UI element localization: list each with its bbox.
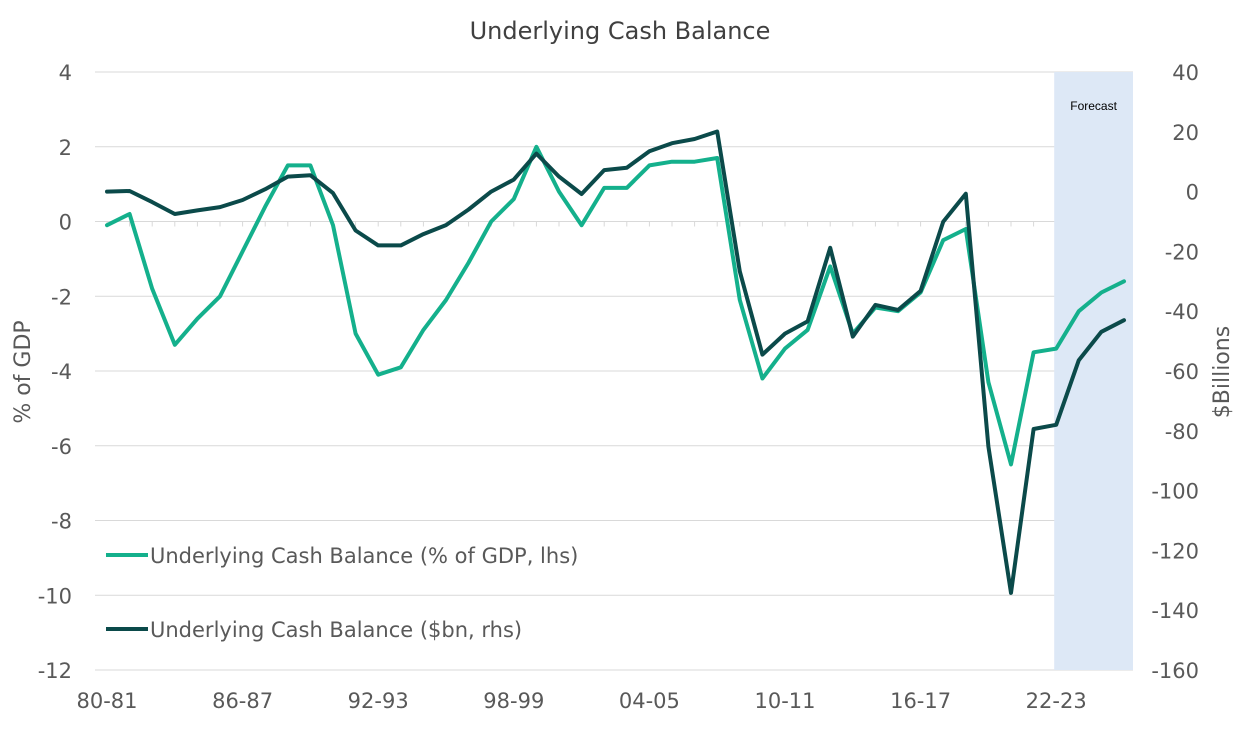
x-tick-label: 98-99 [483, 689, 544, 713]
forecast-label: Forecast [1070, 99, 1117, 113]
chart-title: Underlying Cash Balance [470, 17, 771, 45]
legend: Underlying Cash Balance (% of GDP, lhs) … [106, 544, 578, 642]
left-tick-label: -10 [38, 584, 72, 608]
gridlines [95, 71, 1133, 671]
left-tick-label: 4 [59, 61, 72, 85]
right-axis-ticks: 40 20 0 -20 -40 -60 -80 -100 -120 -140 -160 [1151, 61, 1199, 683]
left-axis-ticks: 4 2 0 -2 -4 -6 -8 -10 -12 [38, 61, 72, 683]
x-tick-label: 80-81 [76, 689, 137, 713]
x-tick-label: 10-11 [754, 689, 815, 713]
left-tick-label: -2 [51, 285, 72, 309]
right-tick-label: -40 [1165, 300, 1199, 324]
x-tick-label: 22-23 [1026, 689, 1087, 713]
right-tick-label: 20 [1172, 121, 1199, 145]
x-tick-label: 16-17 [890, 689, 951, 713]
right-tick-label: 40 [1172, 61, 1199, 85]
legend-label-billions: Underlying Cash Balance ($bn, rhs) [150, 618, 522, 642]
legend-label-pct-gdp: Underlying Cash Balance (% of GDP, lhs) [150, 544, 578, 568]
right-tick-label: -80 [1165, 420, 1199, 444]
x-tick-label: 86-87 [212, 689, 273, 713]
right-tick-label: -140 [1151, 599, 1199, 623]
left-axis-title: % of GDP [11, 320, 36, 423]
x-axis-ticks: 80-81 86-87 92-93 98-99 04-05 10-11 16-17 22-23 [76, 689, 1086, 713]
right-tick-label: 0 [1186, 181, 1199, 205]
left-tick-label: 0 [59, 211, 72, 235]
series-line-pct-gdp [105, 144, 1126, 467]
right-axis-title: $Billions [1210, 326, 1235, 418]
right-tick-label: -60 [1165, 360, 1199, 384]
series-line-billions [105, 129, 1126, 595]
right-tick-label: -20 [1165, 240, 1199, 264]
right-tick-label: -100 [1151, 480, 1199, 504]
forecast-shading [1054, 72, 1133, 670]
left-tick-label: -6 [51, 435, 72, 459]
series-lines [105, 129, 1126, 595]
right-tick-label: -120 [1151, 539, 1199, 563]
x-tick-label: 92-93 [348, 689, 409, 713]
left-tick-label: -12 [38, 659, 72, 683]
left-tick-label: 2 [59, 136, 72, 160]
left-tick-label: -8 [51, 510, 72, 534]
x-tick-label: 04-05 [619, 689, 680, 713]
right-tick-label: -160 [1151, 659, 1199, 683]
left-tick-label: -4 [51, 360, 72, 384]
